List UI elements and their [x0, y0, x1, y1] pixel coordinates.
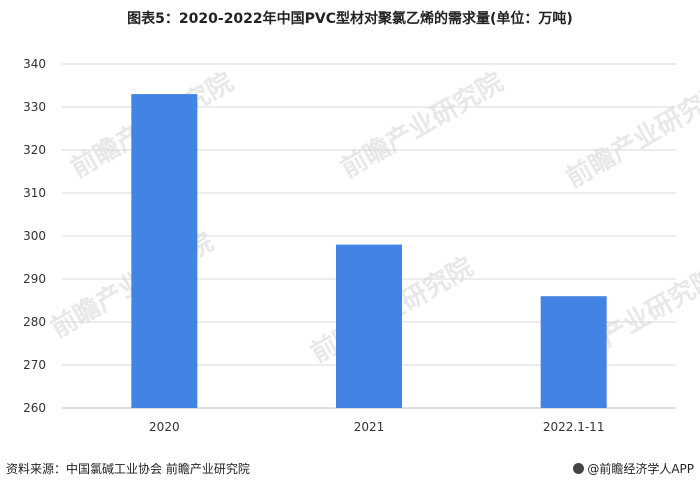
y-tick-label: 260	[23, 401, 46, 415]
y-tick-label: 290	[23, 272, 46, 286]
x-tick-label: 2022.1-11	[543, 420, 605, 434]
bar-2022.1-11	[540, 296, 607, 408]
bar-2021	[336, 244, 402, 408]
y-tick-label: 320	[23, 143, 46, 157]
y-tick-label: 340	[23, 57, 46, 71]
chart-title: 图表5：2020-2022年中国PVC型材对聚氯乙烯的需求量(单位：万吨)	[127, 11, 573, 27]
y-tick-label: 330	[23, 100, 46, 114]
bar-2020	[131, 94, 198, 408]
y-tick-label: 280	[23, 315, 46, 329]
brand-text: @前瞻经济学人APP	[587, 462, 694, 476]
x-tick-label: 2021	[354, 420, 385, 434]
brand-credit: @前瞻经济学人APP	[573, 460, 694, 477]
y-tick-label: 270	[23, 358, 46, 372]
y-tick-label: 310	[23, 186, 46, 200]
x-tick-label: 2020	[149, 420, 180, 434]
y-tick-label: 300	[23, 229, 46, 243]
source-note: 资料来源：中国氯碱工业协会 前瞻产业研究院	[6, 462, 250, 476]
brand-logo-icon	[573, 463, 585, 474]
